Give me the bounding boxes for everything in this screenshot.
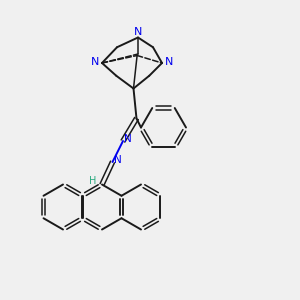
- Text: H: H: [89, 176, 97, 186]
- Text: N: N: [134, 27, 142, 37]
- Text: N: N: [124, 134, 132, 144]
- Text: N: N: [164, 56, 173, 67]
- Text: N: N: [91, 56, 100, 67]
- Text: N: N: [114, 155, 122, 165]
